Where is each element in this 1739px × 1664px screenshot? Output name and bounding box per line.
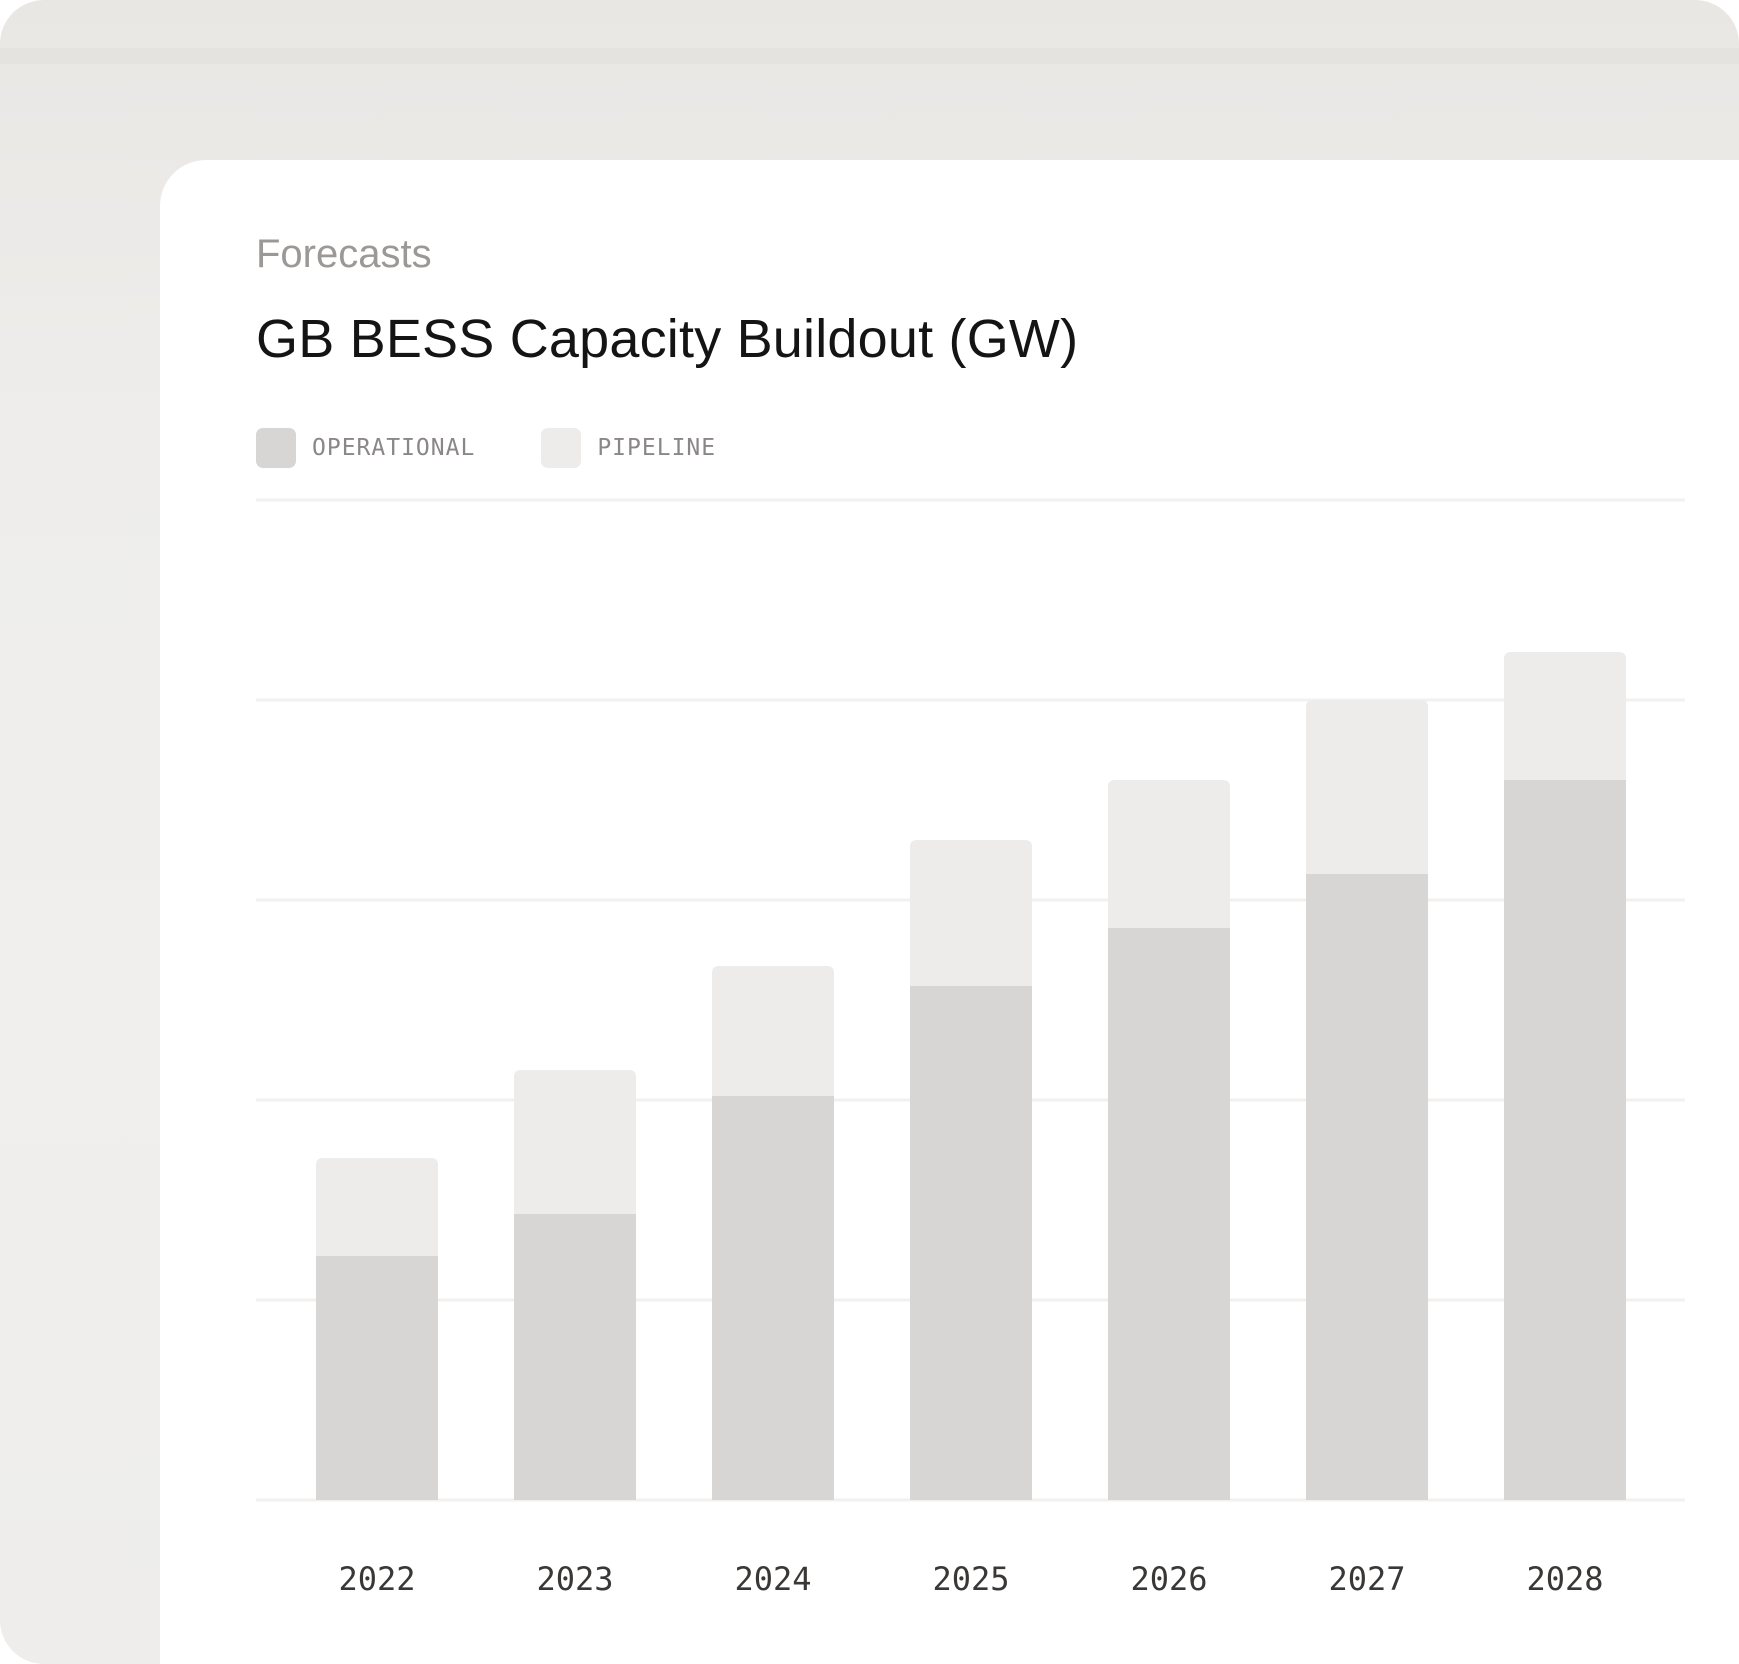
bar-chart: 2022 2023 2024 2025 2026 2027 2028 (256, 498, 1685, 1598)
legend-label-pipeline: PIPELINE (597, 435, 717, 461)
x-tick-label: 2025 (932, 1560, 1009, 1598)
legend-swatch-operational (256, 428, 296, 468)
bar-operational-2026[interactable] (1108, 928, 1230, 1500)
bar-pipeline-2023[interactable] (514, 1070, 636, 1214)
bar-operational-2023[interactable] (514, 1214, 636, 1500)
x-tick-label: 2022 (338, 1560, 415, 1598)
x-tick-label: 2026 (1130, 1560, 1207, 1598)
x-tick-label: 2028 (1526, 1560, 1603, 1598)
bar-operational-2022[interactable] (316, 1256, 438, 1500)
x-tick-label: 2027 (1328, 1560, 1405, 1598)
bar-pipeline-2027[interactable] (1306, 700, 1428, 874)
chart-title: GB BESS Capacity Buildout (GW) (256, 309, 1079, 369)
bar-operational-2028[interactable] (1504, 780, 1626, 1500)
bar-operational-2024[interactable] (712, 1096, 834, 1500)
bar-pipeline-2024[interactable] (712, 966, 834, 1096)
legend-item-pipeline[interactable]: PIPELINE (541, 428, 716, 468)
bar-operational-2027[interactable] (1306, 874, 1428, 1500)
x-tick-label: 2024 (734, 1560, 811, 1598)
bar-pipeline-2026[interactable] (1108, 780, 1230, 928)
chart-legend: OPERATIONAL PIPELINE (256, 428, 716, 468)
legend-swatch-pipeline (541, 428, 582, 468)
legend-label-operational: OPERATIONAL (312, 435, 476, 461)
section-label: Forecasts (256, 232, 432, 276)
background-stripe (0, 48, 1739, 64)
legend-item-operational[interactable]: OPERATIONAL (256, 428, 475, 468)
bar-pipeline-2028[interactable] (1504, 652, 1626, 780)
forecast-card: Forecasts GB BESS Capacity Buildout (GW)… (160, 160, 1739, 1664)
bar-operational-2025[interactable] (910, 986, 1032, 1500)
x-tick-label: 2023 (536, 1560, 613, 1598)
bar-pipeline-2025[interactable] (910, 840, 1032, 986)
bar-pipeline-2022[interactable] (316, 1158, 438, 1256)
